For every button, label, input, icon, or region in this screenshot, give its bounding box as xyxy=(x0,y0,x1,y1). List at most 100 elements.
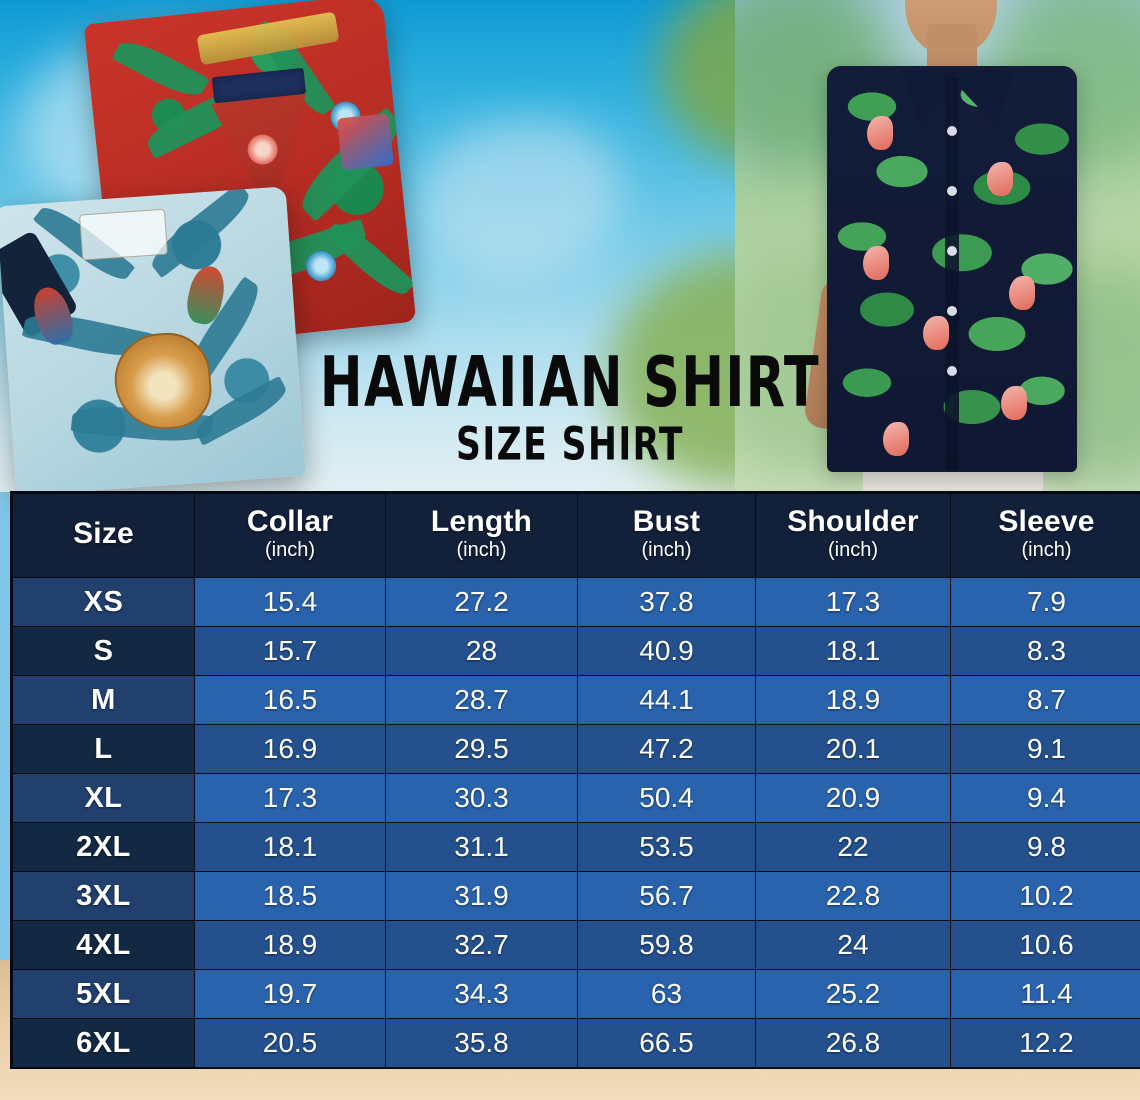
size-label-cell: L xyxy=(12,724,195,774)
shirt-sleeve-logo xyxy=(336,113,394,171)
shoulder-value-cell: 18.9 xyxy=(755,675,951,725)
blurred-cloud-center xyxy=(420,120,620,280)
column-header-size: Size xyxy=(12,493,195,578)
collar-value-cell: 20.5 xyxy=(194,1018,386,1068)
collar-value-cell: 18.5 xyxy=(194,871,386,921)
table-row: 5XL 19.7 34.3 63 25.2 11.4 xyxy=(12,969,1140,1019)
column-header-bust: Bust (inch) xyxy=(577,493,756,578)
shirt-gold-band xyxy=(196,11,340,66)
title-block: HAWAIIAN SHIRT SIZE SHIRT xyxy=(300,340,840,467)
length-value-cell: 29.5 xyxy=(385,724,578,774)
palm-frond-icon xyxy=(111,33,210,104)
sleeve-value-cell: 11.4 xyxy=(950,969,1140,1019)
column-header-sleeve-unit: (inch) xyxy=(1021,538,1072,561)
column-header-length-label: Length xyxy=(430,505,533,539)
size-chart-header: Size Collar (inch) Length (inch) Bust (i… xyxy=(12,493,1140,578)
shoulder-value-cell: 25.2 xyxy=(755,969,951,1019)
collar-value-cell: 15.7 xyxy=(194,626,386,676)
page-title: HAWAIIAN SHIRT xyxy=(319,340,821,423)
size-label-cell: XS xyxy=(12,577,195,627)
flamingo-icon xyxy=(987,162,1013,196)
shoulder-value-cell: 22.8 xyxy=(755,871,951,921)
column-header-sleeve: Sleeve (inch) xyxy=(950,493,1140,578)
page-subtitle: SIZE SHIRT xyxy=(456,418,684,471)
sleeve-value-cell: 10.6 xyxy=(950,920,1140,970)
column-header-shoulder-unit: (inch) xyxy=(827,538,878,561)
navy-hawaiian-shirt-image xyxy=(827,66,1077,472)
bust-value-cell: 53.5 xyxy=(577,822,756,872)
flamingo-icon xyxy=(867,116,893,150)
column-header-bust-unit: (inch) xyxy=(641,538,692,561)
flamingo-icon xyxy=(863,246,889,280)
sleeve-value-cell: 10.2 xyxy=(950,871,1140,921)
length-value-cell: 31.9 xyxy=(385,871,578,921)
sleeve-value-cell: 8.7 xyxy=(950,675,1140,725)
sleeve-value-cell: 7.9 xyxy=(950,577,1140,627)
sleeve-value-cell: 8.3 xyxy=(950,626,1140,676)
shoulder-value-cell: 26.8 xyxy=(755,1018,951,1068)
column-header-sleeve-label: Sleeve xyxy=(998,505,1095,539)
flamingo-icon xyxy=(883,422,909,456)
length-value-cell: 35.8 xyxy=(385,1018,578,1068)
shirt-collar-right xyxy=(959,70,1015,126)
collar-value-cell: 19.7 xyxy=(194,969,386,1019)
size-chart-body: XS 15.4 27.2 37.8 17.3 7.9 S 15.7 28 40.9 18.1 8.3 M… xyxy=(12,577,1140,1068)
shirt-chest-pocket xyxy=(79,208,169,261)
flamingo-icon xyxy=(1001,386,1027,420)
flamingo-icon xyxy=(1009,276,1035,310)
sleeve-value-cell: 9.4 xyxy=(950,773,1140,823)
shoulder-value-cell: 20.9 xyxy=(755,773,951,823)
size-label-cell: 4XL xyxy=(12,920,195,970)
teal-hawaiian-shirt-image xyxy=(0,186,306,496)
column-header-length-unit: (inch) xyxy=(456,538,507,561)
palm-frond-icon xyxy=(323,215,416,303)
table-row: L 16.9 29.5 47.2 20.1 9.1 xyxy=(12,724,1140,774)
length-value-cell: 31.1 xyxy=(385,822,578,872)
table-row: XL 17.3 30.3 50.4 20.9 9.4 xyxy=(12,773,1140,823)
size-chart-table: Size Collar (inch) Length (inch) Bust (i… xyxy=(12,493,1140,1068)
table-row: 2XL 18.1 31.1 53.5 22 9.8 xyxy=(12,822,1140,872)
shoulder-value-cell: 24 xyxy=(755,920,951,970)
table-row: S 15.7 28 40.9 18.1 8.3 xyxy=(12,626,1140,676)
length-value-cell: 30.3 xyxy=(385,773,578,823)
size-chart-container: Size Collar (inch) Length (inch) Bust (i… xyxy=(10,491,1140,1069)
collar-value-cell: 17.3 xyxy=(194,773,386,823)
length-value-cell: 28.7 xyxy=(385,675,578,725)
bust-value-cell: 66.5 xyxy=(577,1018,756,1068)
size-label-cell: 3XL xyxy=(12,871,195,921)
column-header-collar-label: Collar xyxy=(246,505,334,539)
table-row: M 16.5 28.7 44.1 18.9 8.7 xyxy=(12,675,1140,725)
column-header-collar: Collar (inch) xyxy=(194,493,386,578)
size-label-cell: 2XL xyxy=(12,822,195,872)
shirt-button xyxy=(947,246,957,256)
bust-value-cell: 40.9 xyxy=(577,626,756,676)
shoulder-value-cell: 18.1 xyxy=(755,626,951,676)
shoulder-value-cell: 22 xyxy=(755,822,951,872)
sleeve-value-cell: 9.8 xyxy=(950,822,1140,872)
collar-value-cell: 16.5 xyxy=(194,675,386,725)
collar-value-cell: 18.1 xyxy=(194,822,386,872)
length-value-cell: 34.3 xyxy=(385,969,578,1019)
column-header-shoulder-label: Shoulder xyxy=(787,505,919,539)
flamingo-icon xyxy=(923,316,949,350)
shirt-button xyxy=(947,366,957,376)
table-row: XS 15.4 27.2 37.8 17.3 7.9 xyxy=(12,577,1140,627)
bust-value-cell: 59.8 xyxy=(577,920,756,970)
bust-value-cell: 47.2 xyxy=(577,724,756,774)
collar-value-cell: 18.9 xyxy=(194,920,386,970)
model-photo xyxy=(735,0,1140,492)
column-header-bust-label: Bust xyxy=(632,505,701,539)
size-label-cell: 6XL xyxy=(12,1018,195,1068)
collar-value-cell: 15.4 xyxy=(194,577,386,627)
shoulder-value-cell: 20.1 xyxy=(755,724,951,774)
collar-value-cell: 16.9 xyxy=(194,724,386,774)
size-label-cell: S xyxy=(12,626,195,676)
shirt-button-placket xyxy=(945,78,959,470)
column-header-size-label: Size xyxy=(73,516,134,550)
shirt-button xyxy=(947,126,957,136)
sleeve-value-cell: 9.1 xyxy=(950,724,1140,774)
bust-value-cell: 44.1 xyxy=(577,675,756,725)
column-header-collar-unit: (inch) xyxy=(264,538,315,561)
length-value-cell: 32.7 xyxy=(385,920,578,970)
bust-value-cell: 63 xyxy=(577,969,756,1019)
